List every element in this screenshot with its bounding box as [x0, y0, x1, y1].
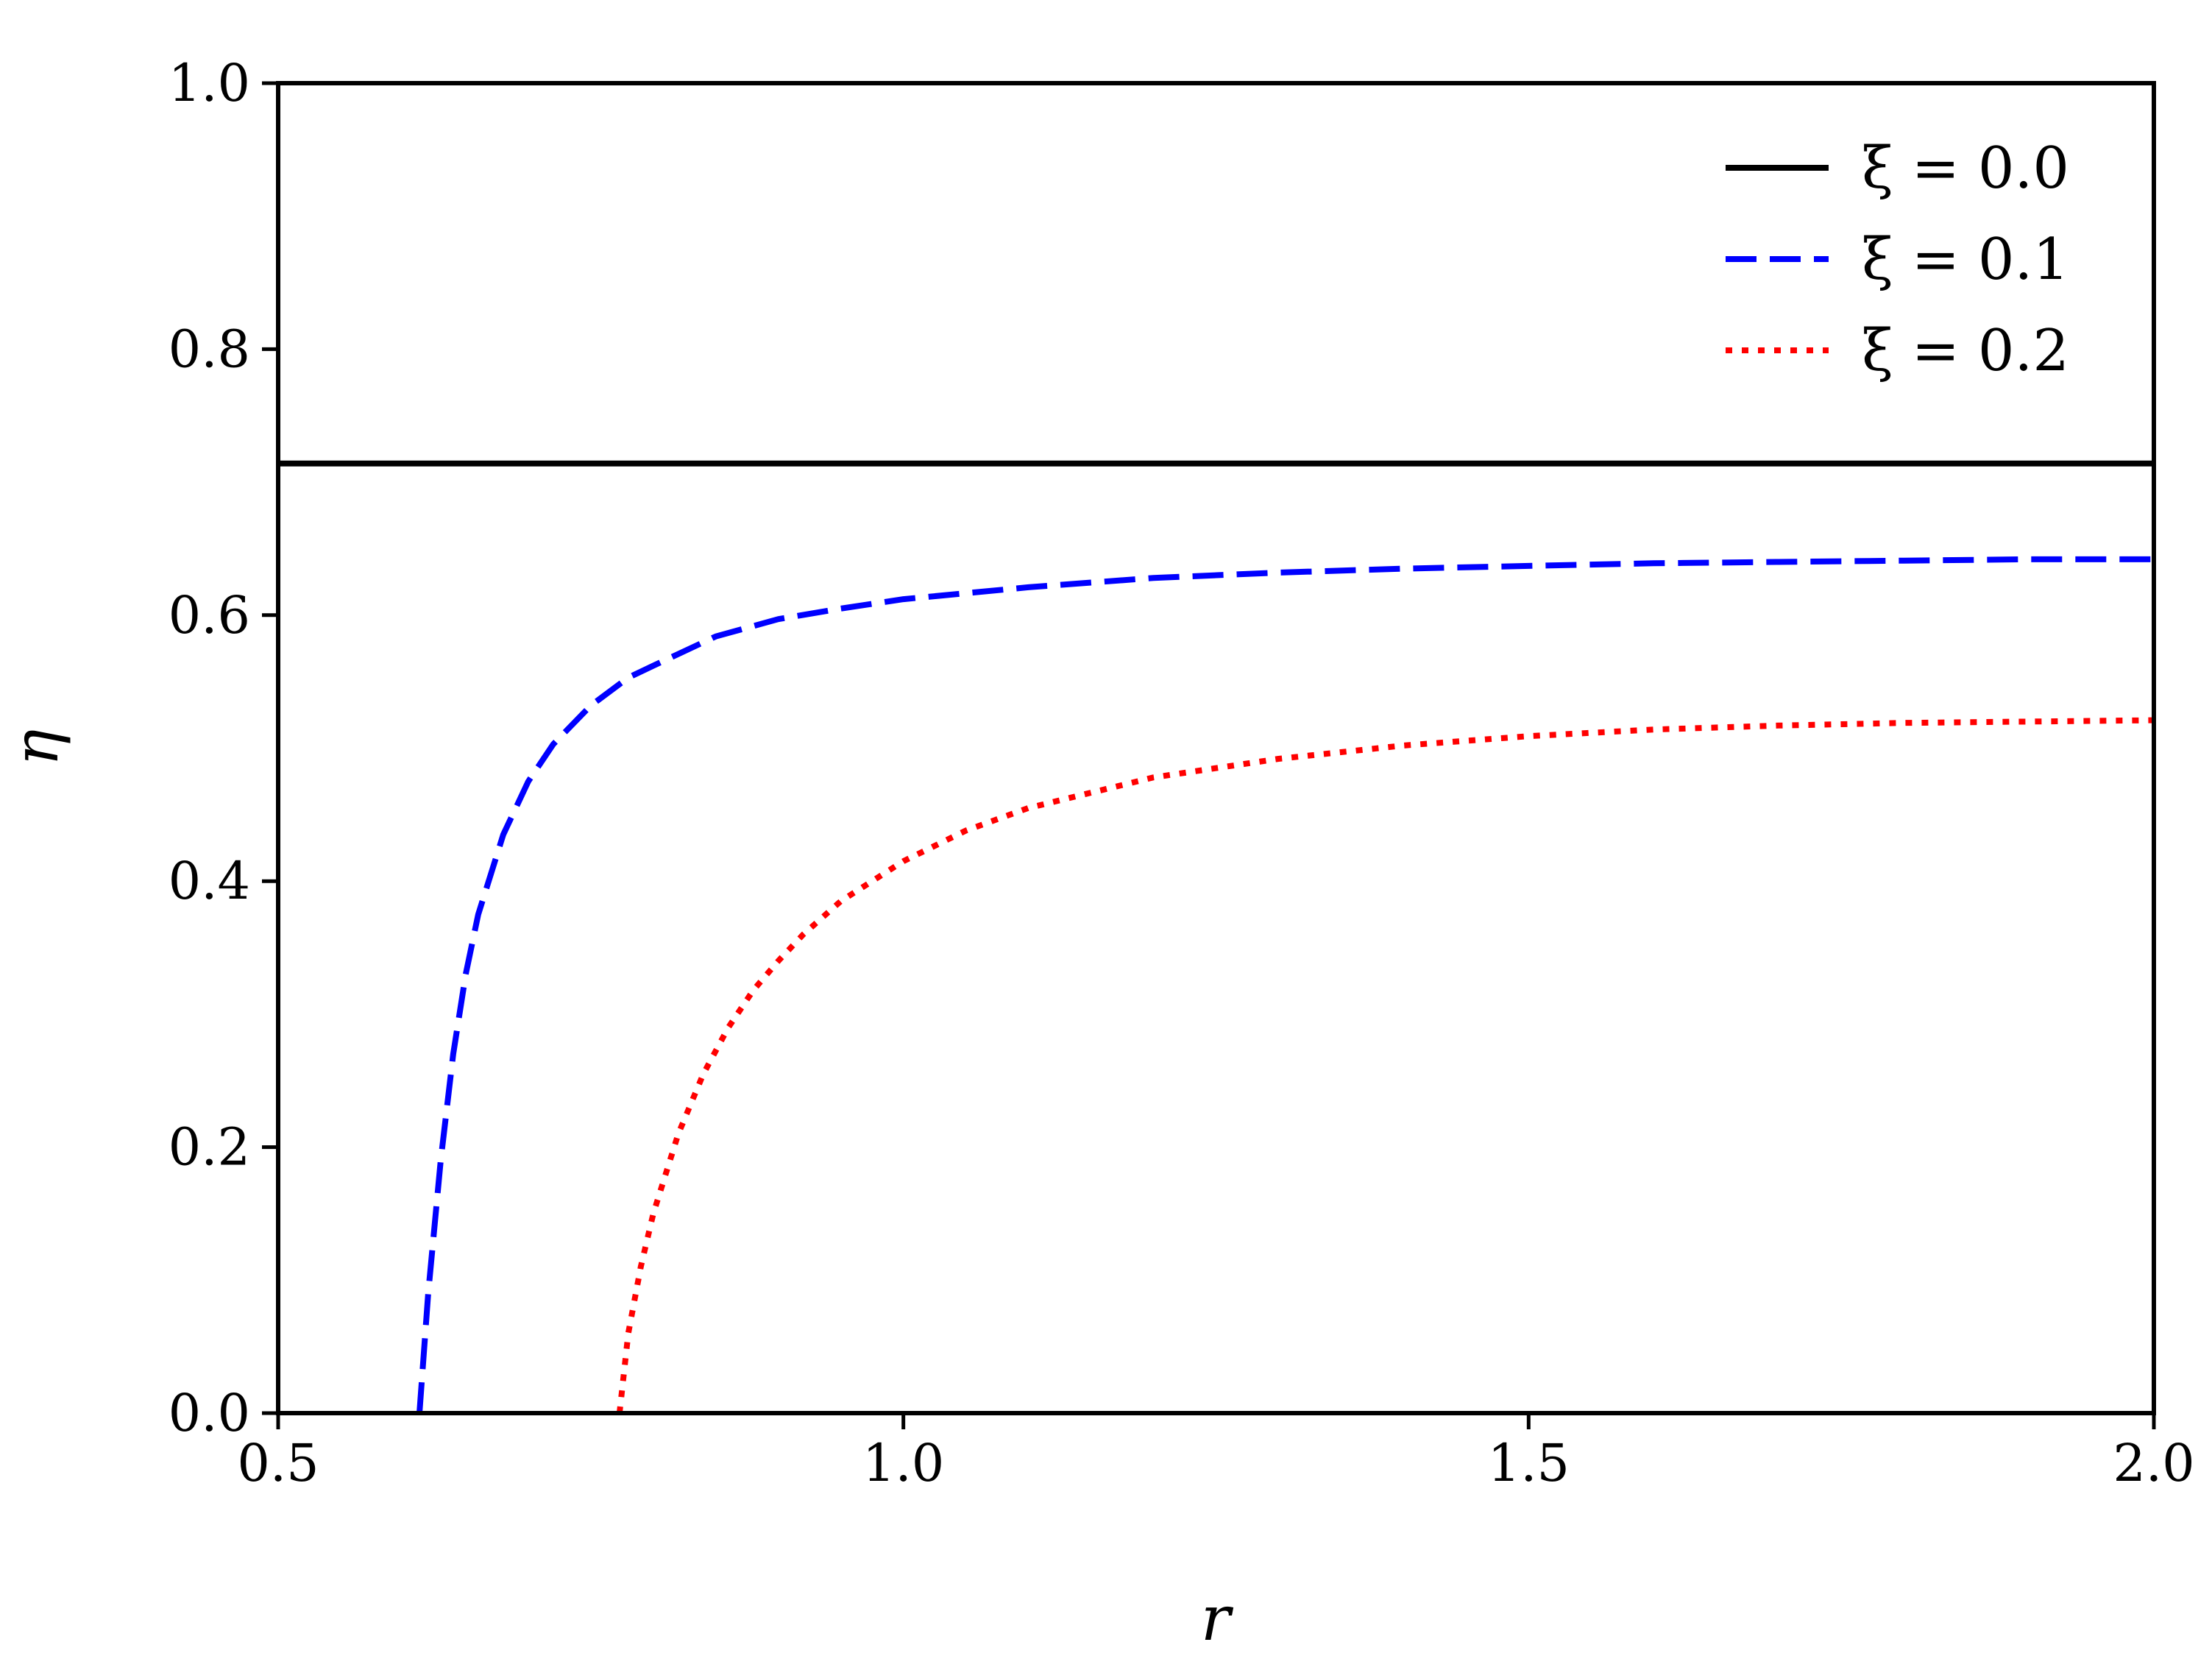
series-line-2: [616, 717, 2155, 1414]
x-tick-label-0: 0.5: [237, 1433, 319, 1493]
y-tick-label-1: 0.2: [169, 1117, 250, 1178]
y-axis-ticks: 0.0 0.2 0.4 0.6 0.8 1.0: [169, 53, 278, 1443]
legend-label-0: ξ = 0.0: [1862, 135, 2069, 202]
x-tick-label-2: 1.5: [1488, 1433, 1570, 1493]
legend-label-1: ξ = 0.1: [1862, 227, 2069, 293]
y-axis-label: η: [0, 729, 72, 766]
y-tick-label-4: 0.8: [169, 319, 250, 379]
series-line-1: [416, 556, 2154, 1414]
y-tick-label-5: 1.0: [169, 53, 250, 113]
plot-frame: [276, 81, 2156, 1415]
y-tick-label-0: 0.0: [169, 1383, 250, 1443]
legend: ξ = 0.0 ξ = 0.1 ξ = 0.2: [1726, 135, 2069, 384]
x-tick-label-1: 1.0: [862, 1433, 944, 1493]
x-tick-label-3: 2.0: [2113, 1433, 2194, 1493]
series-layer: [278, 460, 2155, 1414]
y-tick-label-3: 0.6: [169, 585, 250, 645]
x-axis-ticks: 0.5 1.0 1.5 2.0: [237, 1413, 2195, 1493]
y-tick-label-2: 0.4: [169, 851, 250, 911]
legend-label-2: ξ = 0.2: [1862, 318, 2069, 384]
x-axis-label: r: [1201, 1582, 1234, 1655]
